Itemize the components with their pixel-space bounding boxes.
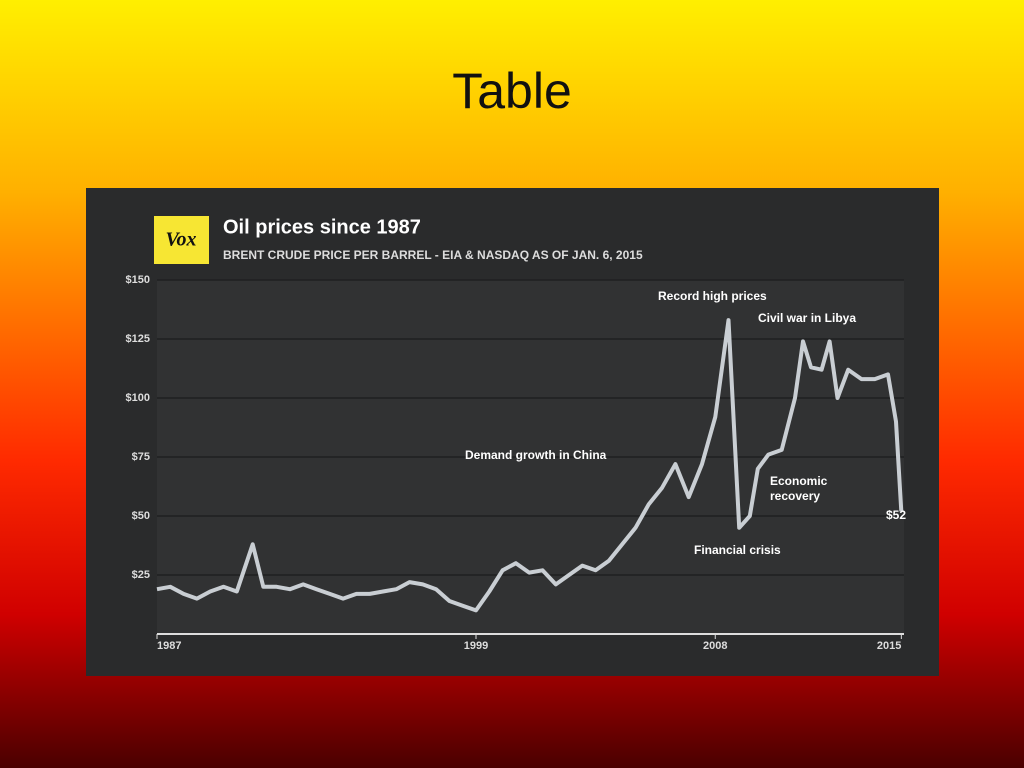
y-tick-label: $150 bbox=[126, 274, 150, 286]
logo-box bbox=[154, 216, 209, 264]
chart-subtitle: BRENT CRUDE PRICE PER BARREL - EIA & NAS… bbox=[223, 248, 643, 262]
annotation: Economic recovery bbox=[770, 474, 828, 503]
chart-title: Oil prices since 1987 bbox=[223, 216, 421, 238]
y-tick-label: $100 bbox=[126, 392, 150, 404]
annotation: Civil war in Libya bbox=[758, 311, 856, 325]
x-tick-label: 1999 bbox=[464, 640, 488, 652]
slide-title: Table bbox=[452, 63, 572, 119]
annotation: Demand growth in China bbox=[465, 448, 607, 462]
x-tick-label: 1987 bbox=[157, 640, 181, 652]
annotation: Financial crisis bbox=[694, 543, 781, 557]
x-tick-label: 2008 bbox=[703, 640, 727, 652]
price-line bbox=[156, 318, 904, 613]
y-tick-label: $75 bbox=[132, 451, 150, 463]
y-tick-label: $50 bbox=[132, 510, 150, 522]
logo: Vox bbox=[165, 229, 196, 251]
y-tick-label: $25 bbox=[132, 569, 150, 581]
annotation: $52 bbox=[886, 508, 906, 522]
x-tick-label: 2015 bbox=[877, 640, 901, 652]
annotation: Record high prices bbox=[658, 289, 767, 303]
y-tick-label: $125 bbox=[126, 333, 150, 345]
